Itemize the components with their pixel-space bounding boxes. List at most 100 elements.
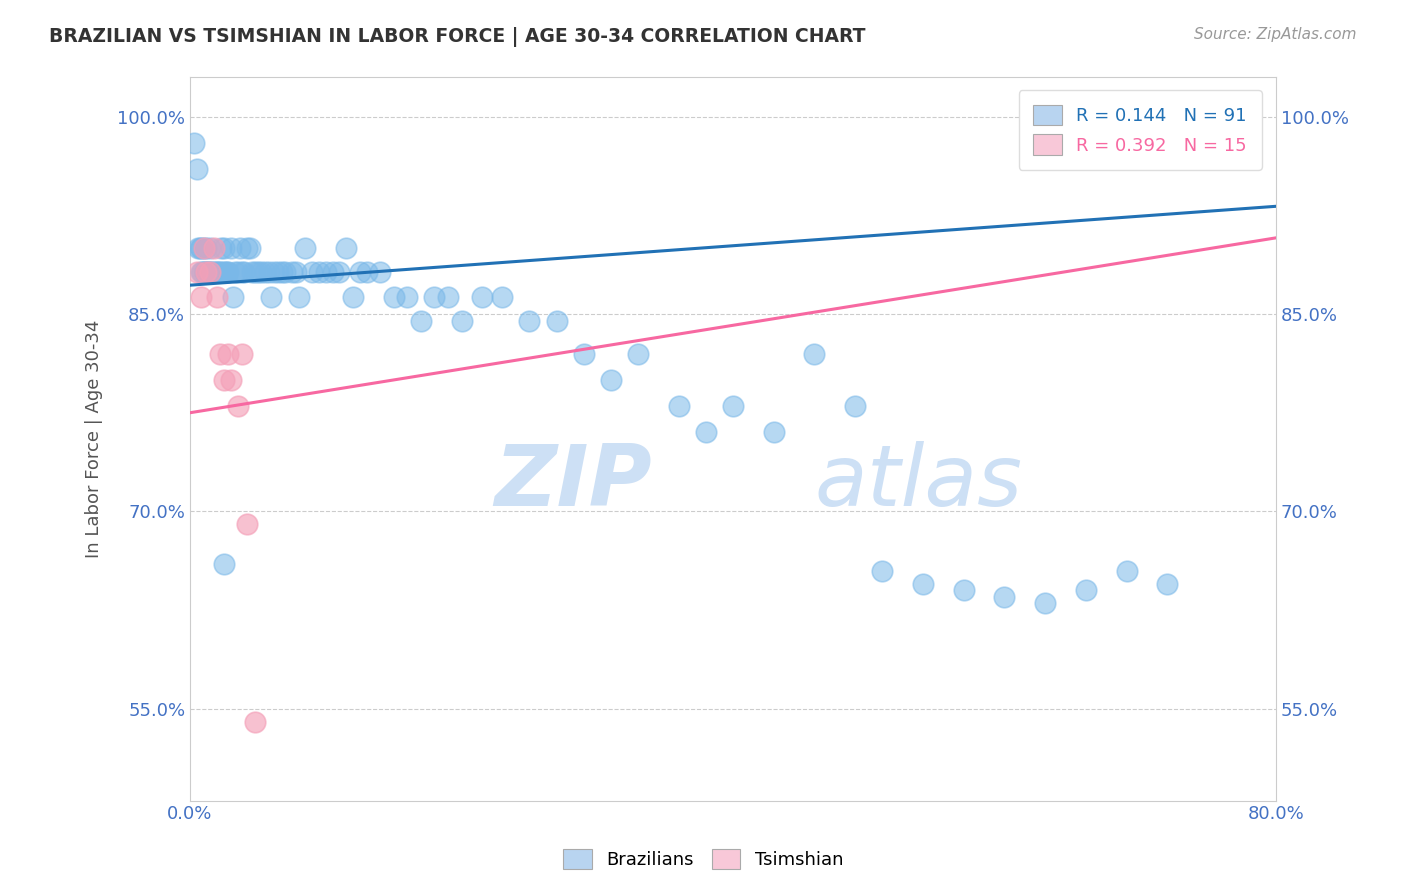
Point [201,265,224,279]
Point [423,290,446,304]
Text: ZIP: ZIP [494,441,651,524]
Point [721,399,744,413]
Point [287,290,309,304]
Point [194,265,217,279]
Point [233,265,256,279]
Point [249,265,271,279]
Point [322,265,344,279]
Point [245,714,267,729]
Point [193,241,215,255]
Point [409,314,432,328]
Point [212,373,235,387]
Point [215,265,238,279]
Point [301,265,323,279]
Point [872,564,894,578]
Point [1115,564,1137,578]
Point [246,265,269,279]
Point [993,590,1015,604]
Point [382,290,405,304]
Point [236,241,259,255]
Point [190,265,212,279]
Point [1184,110,1206,124]
Point [195,241,218,255]
Point [217,346,239,360]
Legend: Brazilians, Tsimshian: Brazilians, Tsimshian [554,839,852,879]
Point [226,399,249,413]
Point [193,241,215,255]
Text: Source: ZipAtlas.com: Source: ZipAtlas.com [1194,27,1357,42]
Point [193,265,215,279]
Point [437,290,460,304]
Text: BRAZILIAN VS TSIMSHIAN IN LABOR FORCE | AGE 30-34 CORRELATION CHART: BRAZILIAN VS TSIMSHIAN IN LABOR FORCE | … [49,27,866,46]
Point [267,265,290,279]
Point [274,265,297,279]
Point [308,265,330,279]
Point [1033,596,1056,610]
Point [211,265,233,279]
Point [186,265,208,279]
Legend: R = 0.144   N = 91, R = 0.392   N = 15: R = 0.144 N = 91, R = 0.392 N = 15 [1019,90,1261,169]
Point [204,241,226,255]
Point [450,314,472,328]
Point [207,265,229,279]
Point [224,265,246,279]
Point [253,265,276,279]
Point [204,265,226,279]
Point [599,373,621,387]
Point [186,162,208,177]
Point [762,425,785,440]
Point [627,346,650,360]
Point [572,346,595,360]
Point [195,265,218,279]
Point [231,265,253,279]
Point [205,265,228,279]
Point [229,241,252,255]
Point [1074,583,1097,598]
Point [695,425,717,440]
Point [260,290,283,304]
Point [208,346,231,360]
Point [1156,576,1178,591]
Point [212,241,235,255]
Point [212,557,235,571]
Point [349,265,371,279]
Point [356,265,378,279]
Point [952,583,974,598]
Point [491,290,513,304]
Point [191,265,214,279]
Point [242,265,264,279]
Point [257,265,280,279]
Point [263,265,285,279]
Point [803,346,825,360]
Point [342,290,364,304]
Point [209,241,232,255]
Point [200,241,222,255]
Point [198,265,221,279]
Point [200,265,222,279]
Point [217,265,239,279]
Point [368,265,391,279]
Point [208,265,231,279]
Point [205,265,228,279]
Point [205,290,228,304]
Point [471,290,494,304]
Point [219,241,242,255]
Point [335,241,357,255]
Point [197,265,219,279]
Point [245,265,267,279]
Point [911,576,934,591]
Point [200,265,222,279]
Point [546,314,568,328]
Point [294,241,316,255]
Point [844,399,866,413]
Point [281,265,304,279]
Point [519,314,541,328]
Point [284,265,307,279]
Point [222,290,245,304]
Point [214,265,236,279]
Y-axis label: In Labor Force | Age 30-34: In Labor Force | Age 30-34 [86,320,103,558]
Point [219,373,242,387]
Point [190,241,212,255]
Point [183,136,205,151]
Point [187,241,209,255]
